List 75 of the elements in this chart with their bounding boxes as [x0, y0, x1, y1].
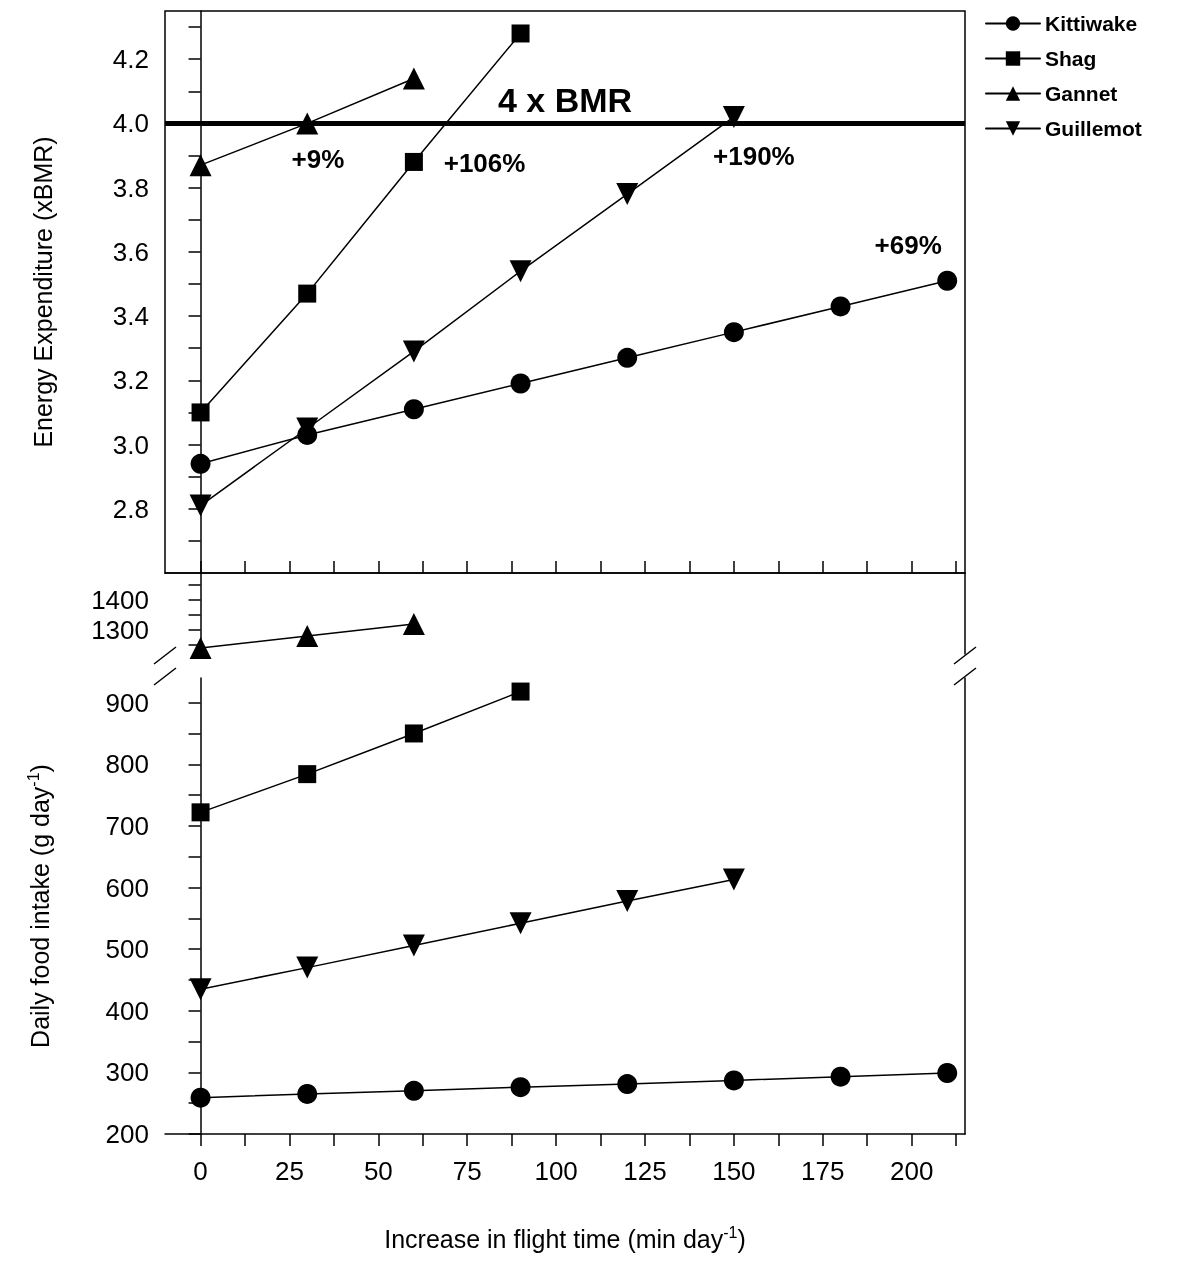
y-tick-label: 3.0 — [112, 429, 149, 460]
point — [402, 340, 425, 363]
x-tick-label: 100 — [534, 1156, 578, 1186]
x-tick-label: 25 — [274, 1156, 304, 1186]
legend-label: Kittiwake — [1045, 12, 1138, 35]
point — [722, 105, 745, 128]
point — [509, 912, 532, 935]
point — [616, 890, 639, 913]
annotation: +69% — [874, 229, 942, 260]
y-tick-label: 1300 — [91, 615, 149, 645]
point — [509, 260, 532, 283]
y-tick-label: 3.2 — [112, 365, 149, 396]
point — [404, 724, 423, 743]
y-tick-label: 3.4 — [112, 301, 149, 332]
point — [190, 1087, 211, 1108]
point — [296, 956, 319, 979]
point — [830, 296, 851, 317]
point — [723, 322, 744, 343]
y-axis-title: Energy Expenditure (xBMR) — [28, 136, 57, 448]
point — [403, 399, 424, 420]
point — [937, 1063, 958, 1083]
x-tick-label: 125 — [623, 1156, 667, 1186]
point — [617, 1074, 638, 1095]
x-tick-label: 50 — [363, 1156, 393, 1186]
legend-label: Shag — [1045, 47, 1097, 70]
point — [402, 934, 425, 957]
y-axis-title: Daily food intake (g day-1) — [24, 764, 54, 1048]
y-tick-label: 4.0 — [112, 108, 149, 139]
point — [402, 613, 425, 635]
point — [617, 347, 638, 368]
point — [510, 373, 531, 394]
x-tick-label: 0 — [193, 1156, 208, 1186]
y-tick-label: 900 — [105, 687, 149, 718]
y-tick-label: 500 — [105, 934, 149, 965]
point — [511, 24, 530, 43]
y-tick-label: 2.8 — [112, 493, 149, 524]
point — [404, 152, 423, 171]
x-tick-label: 150 — [712, 1156, 756, 1186]
y-tick-label: 600 — [105, 872, 149, 903]
point — [190, 453, 211, 474]
legend-label: Guillemot — [1045, 117, 1142, 140]
y-tick-label: 200 — [105, 1119, 149, 1149]
point — [511, 682, 530, 701]
point — [403, 1080, 424, 1101]
x-tick-label: 200 — [889, 1156, 934, 1186]
point — [830, 1066, 851, 1087]
point — [296, 625, 319, 647]
point — [297, 1083, 318, 1104]
y-tick-label: 300 — [105, 1057, 149, 1088]
legend-label: Gannet — [1045, 82, 1118, 105]
y-tick-label: 3.8 — [112, 172, 149, 203]
y-tick-label: 4.2 — [112, 44, 149, 75]
point — [189, 154, 212, 177]
y-tick-label: 3.6 — [112, 236, 149, 267]
point — [723, 1070, 744, 1091]
point — [937, 270, 958, 291]
y-tick-label: 1400 — [91, 585, 149, 615]
annotation: +190% — [713, 140, 795, 171]
x-tick-label: 175 — [801, 1156, 845, 1186]
annotation: +9% — [291, 144, 345, 175]
point — [616, 183, 639, 206]
point — [191, 803, 210, 822]
ref-line-label: 4 x BMR — [497, 81, 633, 120]
point — [510, 1077, 531, 1098]
annotation: +106% — [443, 148, 526, 179]
point — [191, 403, 210, 422]
point — [402, 67, 425, 90]
point — [298, 284, 317, 303]
point — [298, 765, 317, 784]
point — [722, 868, 745, 891]
y-tick-label: 800 — [105, 749, 149, 780]
point — [189, 978, 212, 1001]
y-tick-label: 400 — [105, 995, 149, 1026]
y-tick-label: 700 — [105, 810, 149, 841]
x-tick-label: 75 — [452, 1156, 482, 1186]
